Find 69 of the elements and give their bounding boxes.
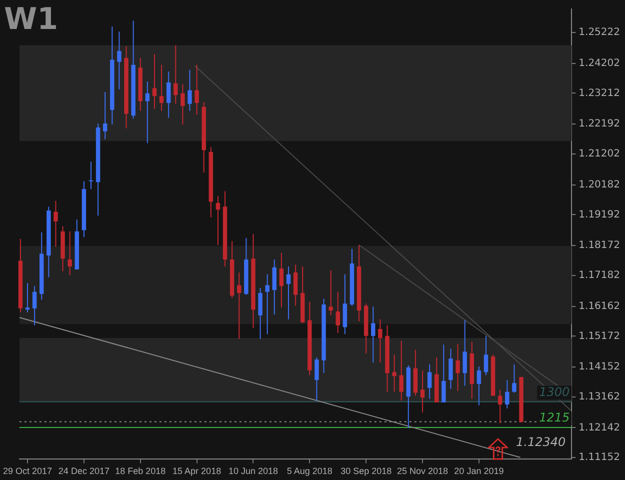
candlestick [194,64,199,116]
candlestick [314,356,319,402]
y-tick-label: 1.17182 [578,270,620,282]
candlestick [442,344,446,403]
candlestick [498,389,502,424]
candlestick [462,320,467,386]
candlestick [258,287,262,340]
candlestick [117,31,122,90]
y-tick-label: 1.21202 [578,148,620,160]
y-tick-label: 1.23212 [578,88,620,99]
y-tick-label: 1.15172 [578,330,620,342]
x-tick-label: 24 Dec 2017 [58,466,110,476]
candlestick [420,370,425,413]
ref-line-label: 1.12340 [516,434,566,449]
candlestick [448,348,453,390]
candlestick [145,81,150,144]
candlestick [166,71,171,118]
candlestick [336,291,340,334]
candlestick [152,54,157,110]
x-tick-label: 10 Jun 2018 [228,466,278,476]
y-tick-label: 1.13162 [578,391,620,402]
y-tick-label: 1.12142 [578,422,620,434]
candlestick [512,364,516,394]
candlestick [32,286,37,326]
candlestick [68,230,72,276]
y-tick-label: 1.16162 [578,300,620,312]
x-tick-label: 18 Feb 2018 [115,466,166,476]
x-tick-label: 20 Jan 2019 [454,466,504,476]
chart-title: W1 [4,2,58,37]
candlestick [293,264,298,306]
candlestick [399,340,404,402]
y-tick-label: 1.11152 [578,452,620,464]
x-tick-label: 15 Apr 2018 [172,466,222,476]
candlestick [237,272,242,340]
candlestick [392,354,396,392]
y-tick-label: 1.20182 [578,179,620,190]
candlestick [476,366,482,406]
y-tick-label: 1.18172 [578,240,620,252]
candlestick [279,252,284,308]
candlestick [174,44,178,104]
candlestick [216,196,220,246]
x-tick-label: 29 Oct 2017 [2,466,52,476]
x-tick-label: 5 Aug 2018 [286,466,332,476]
candlestick [272,258,277,315]
annotation: 1215 [539,410,570,425]
x-tick-label: 25 Nov 2018 [396,466,448,476]
candlestick [371,306,376,364]
y-tick-label: 1.24202 [578,58,620,69]
candlestick [188,69,192,112]
candlestick [456,343,460,392]
y-tick-label: 1.19192 [578,209,620,220]
candlestick [159,64,164,112]
candlestick [378,318,382,364]
candlestick [286,266,291,320]
candlestick [427,364,432,400]
candlestick [265,274,270,335]
candlestick [54,200,58,248]
candlestick [102,92,108,140]
candlestick [180,84,185,125]
y-tick-label: 1.14152 [578,362,620,373]
candlestick [505,380,510,409]
candlestick [88,161,94,190]
y-tick-label: 1.22192 [578,118,620,130]
candlestick [484,335,488,376]
y-tick-label: 1.25222 [578,27,620,38]
x-tick-label: 30 Sep 2018 [340,466,392,476]
candlestick [342,274,348,335]
annotation: 1300 [539,384,570,399]
candlestick [328,270,333,316]
